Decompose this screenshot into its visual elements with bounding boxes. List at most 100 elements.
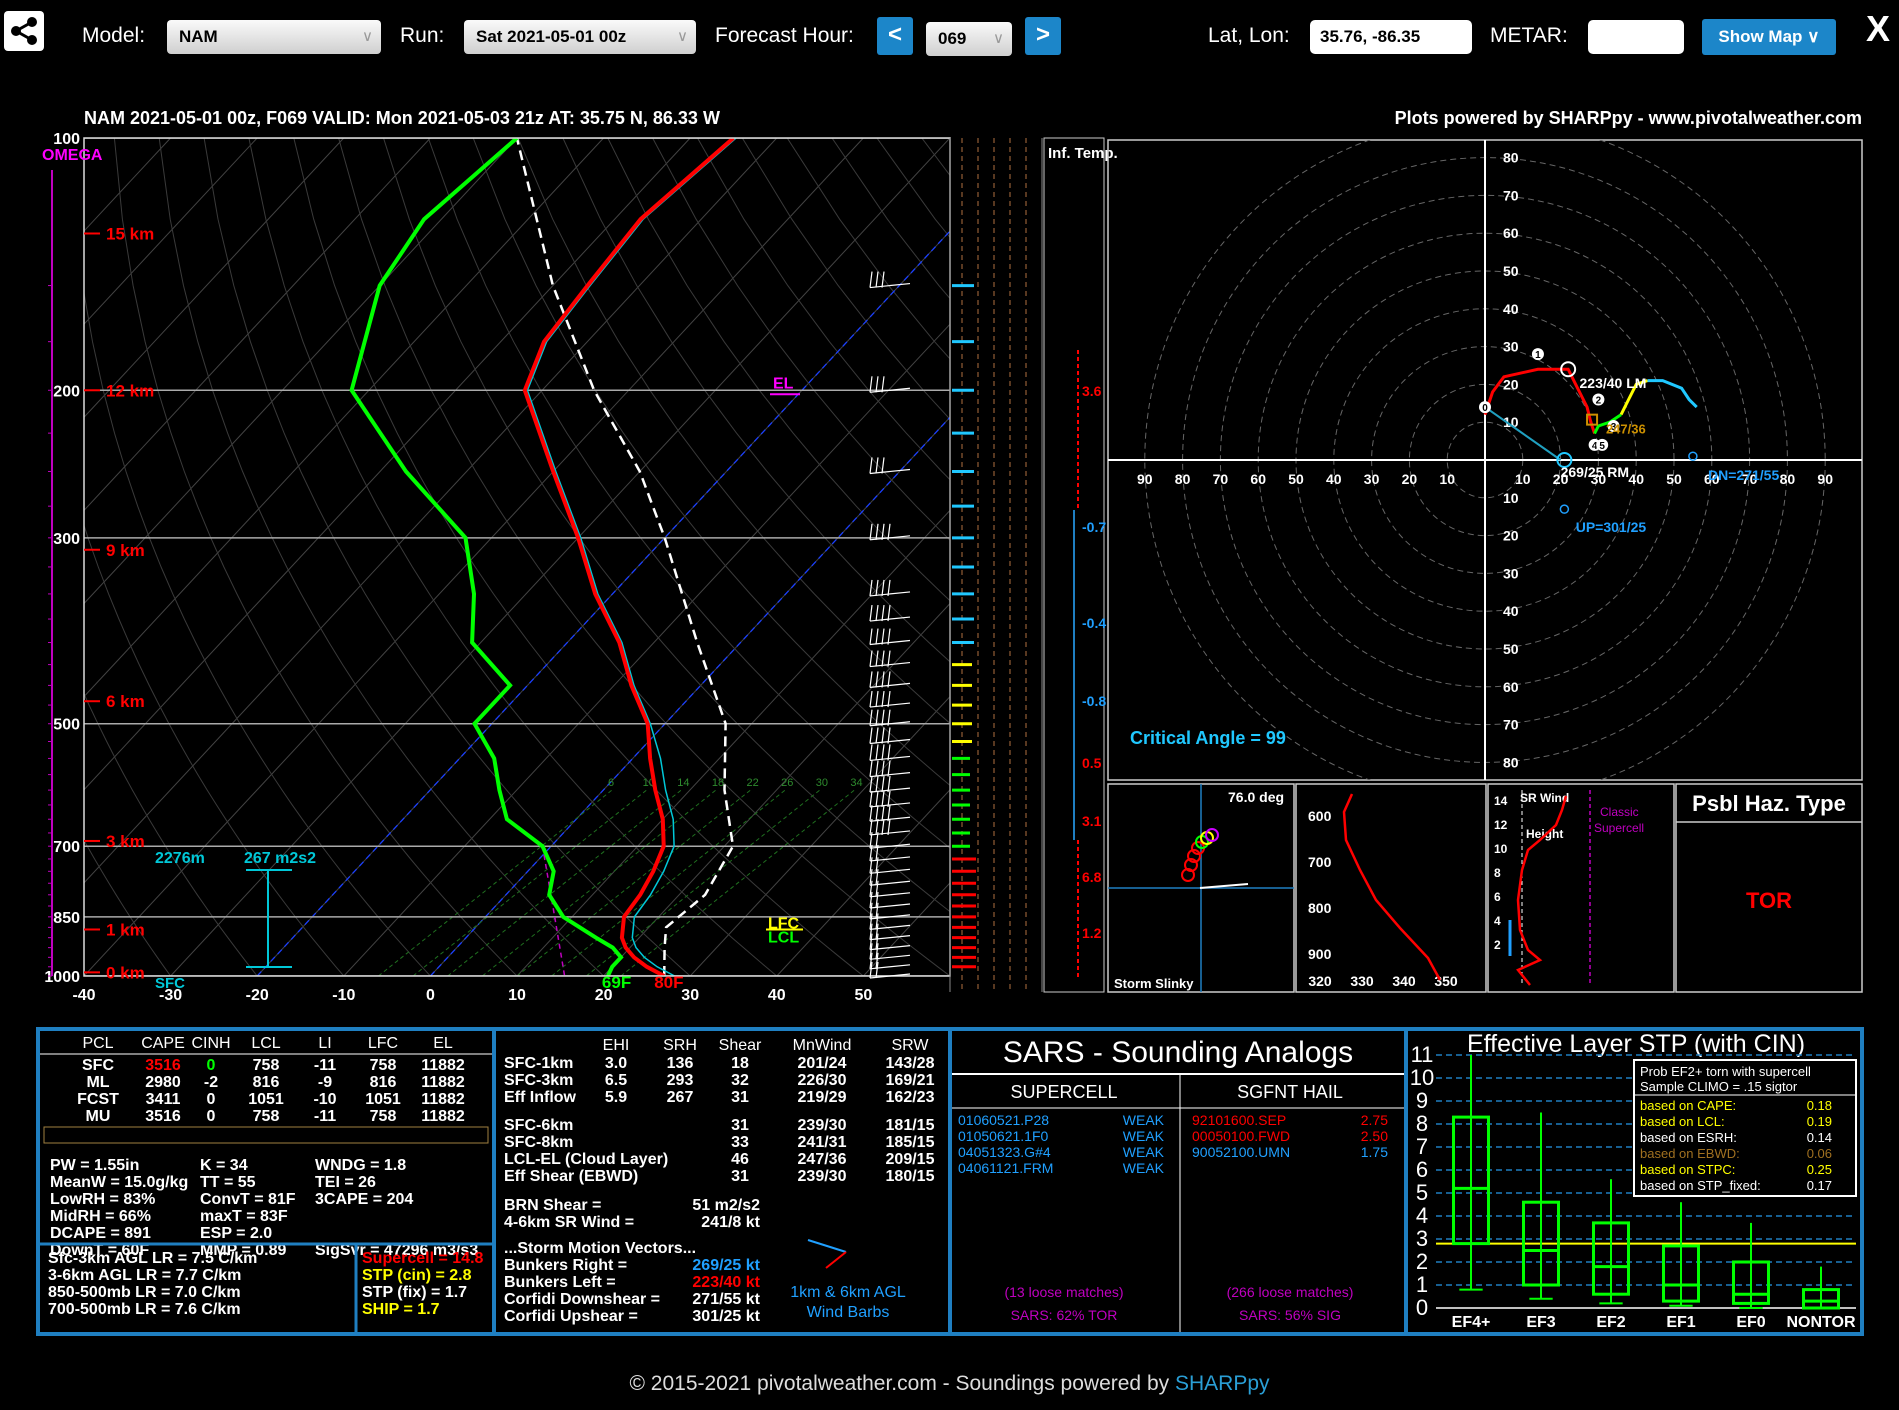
hodo-y-label: 30 — [1503, 565, 1519, 581]
dry-adiabat — [84, 523, 345, 976]
kin-cell: 239/30 — [798, 1117, 847, 1134]
dry-adiabat — [967, 138, 1899, 994]
mixing-ratio-line — [447, 789, 682, 976]
stp-y-label: 6 — [1416, 1157, 1428, 1182]
stp-category: EF2 — [1596, 1314, 1625, 1331]
dry-adiabat — [517, 138, 950, 725]
stp-prob-label: based on STP_fixed: — [1640, 1178, 1761, 1193]
next-hour-button[interactable]: > — [1025, 17, 1061, 55]
hodo-dn-marker — [1688, 451, 1698, 461]
height-label: 15 km — [106, 224, 154, 243]
vector-value: 269/25 kt — [692, 1257, 760, 1274]
dewpoint-sfc-label: 69F — [602, 973, 631, 992]
inf-temp-value: -0.8 — [1082, 693, 1106, 709]
thermo-cell: ML — [86, 1074, 109, 1091]
sars-sc-type: WEAK — [1123, 1128, 1165, 1144]
omega-label: OMEGA — [42, 147, 103, 164]
inferred-temp-panel: Inf. Temp. 3.6 -0.7 -0.4 -0.8 0.5 3.1 6.8 1.2 — [1043, 137, 1118, 993]
stp-box — [1452, 1115, 1490, 1246]
toolbar: Model: NAM ∨ Run: Sat 2021-05-01 00z ∨ For… — [0, 0, 1899, 72]
thermo-cell: -2 — [204, 1074, 218, 1091]
hodo-x-label: 40 — [1628, 471, 1644, 487]
thermo-cell: 758 — [370, 1057, 397, 1074]
slinky-ring — [1205, 828, 1219, 842]
srw-y-label: 8 — [1494, 866, 1501, 880]
metar-input[interactable] — [1588, 20, 1684, 54]
wind-barb — [869, 923, 911, 941]
hodo-trace-mid — [1593, 413, 1622, 435]
run-select[interactable]: Sat 2021-05-01 00z ∨ — [464, 20, 696, 54]
height-label: 3 km — [106, 832, 145, 851]
thermo-index: DownT = 60F — [50, 1242, 149, 1259]
el-label: EL — [773, 375, 794, 392]
chart-header-right: Plots powered by SHARPpy - www.pivotalwe… — [1395, 108, 1862, 128]
thermo-cell: 0 — [207, 1091, 216, 1108]
hodo-x-label: 20 — [1402, 471, 1418, 487]
forecast-hour-select[interactable]: 069 ∨ — [926, 22, 1012, 56]
kin-cell: 267 — [667, 1089, 694, 1106]
dry-adiabat — [84, 692, 258, 976]
dry-adiabat — [203, 138, 691, 976]
sharppy-link[interactable]: SHARPpy — [1174, 1372, 1270, 1395]
stp-y-label: 7 — [1416, 1134, 1428, 1159]
kin-cell: 3.0 — [605, 1055, 627, 1072]
temp-tick-label: 0 — [426, 987, 435, 1004]
theta-x-label: 340 — [1392, 973, 1416, 989]
isotherm — [603, 602, 950, 976]
wind-barb — [869, 913, 911, 930]
temp-sfc-label: 80F — [654, 973, 683, 992]
pressure-tick-label: 200 — [53, 383, 80, 400]
thermo-index: MeanW = 15.0g/kg — [50, 1174, 188, 1191]
dry-adiabat — [248, 138, 778, 976]
thermo-cell: 0 — [207, 1108, 216, 1125]
srw-y-label: 12 — [1494, 818, 1508, 832]
srw-title1: SR Wind — [1520, 791, 1569, 805]
mixing-ratio-line — [378, 789, 613, 976]
height-label: 9 km — [106, 541, 145, 560]
dry-adiabat — [607, 138, 950, 602]
forecast-hour-label: Forecast Hour: — [715, 24, 854, 47]
close-button[interactable]: X — [1866, 8, 1891, 49]
eff-inflow-depth: 2276m — [155, 850, 205, 867]
lapse-rate: 850-500mb LR = 7.0 C/km — [48, 1284, 241, 1301]
hodo-mean-marker — [1586, 413, 1599, 426]
hazard-value: TOR — [1746, 888, 1792, 913]
wind-barb — [869, 891, 911, 909]
sars-sc-match: 04051323.G#4 — [958, 1144, 1051, 1160]
share-button[interactable] — [4, 11, 44, 51]
slinky-label: Storm Slinky — [1114, 976, 1194, 991]
thermo-cell: MU — [86, 1108, 111, 1125]
wind-barb — [869, 790, 911, 808]
pressure-tick-label: 700 — [53, 839, 80, 856]
stp-y-label: 2 — [1416, 1249, 1428, 1274]
dry-adiabat — [921, 138, 950, 177]
latlon-input[interactable]: 35.76, -86.35 — [1310, 20, 1472, 54]
isotherm — [170, 138, 950, 976]
vector-value: 223/40 kt — [692, 1274, 760, 1291]
hodo-y-label: 20 — [1503, 376, 1519, 392]
theta-y-label: 700 — [1308, 854, 1332, 870]
theta-x-label: 350 — [1434, 973, 1458, 989]
kin-cell: 241/31 — [798, 1134, 847, 1151]
hodo-x-label: 60 — [1704, 471, 1720, 487]
kin-row-label: Eff Inflow — [504, 1089, 577, 1106]
severe-param: SHIP = 1.7 — [362, 1301, 440, 1318]
hodo-x-label: 20 — [1553, 471, 1569, 487]
model-select[interactable]: NAM ∨ — [167, 20, 381, 54]
kin-cell: 247/36 — [798, 1151, 847, 1168]
stp-box — [1592, 1221, 1630, 1296]
wind-barb — [869, 690, 911, 708]
slinky-ring — [1184, 858, 1198, 872]
thermo-cell: -10 — [313, 1091, 336, 1108]
thermo-header: CINH — [191, 1035, 230, 1052]
isotherm — [84, 138, 171, 232]
sars-sc-type: WEAK — [1123, 1160, 1165, 1176]
mixing-ratio-label: 30 — [816, 777, 828, 789]
prev-hour-button[interactable]: < — [877, 17, 913, 55]
wind-barb — [869, 671, 911, 688]
show-map-button[interactable]: Show Map ∨ — [1702, 19, 1836, 55]
hodo-mean-label: 247/36 — [1606, 422, 1646, 437]
hodo-x-label: 60 — [1250, 471, 1266, 487]
dry-adiabat — [472, 138, 950, 787]
kin-cell: 46 — [731, 1151, 749, 1168]
